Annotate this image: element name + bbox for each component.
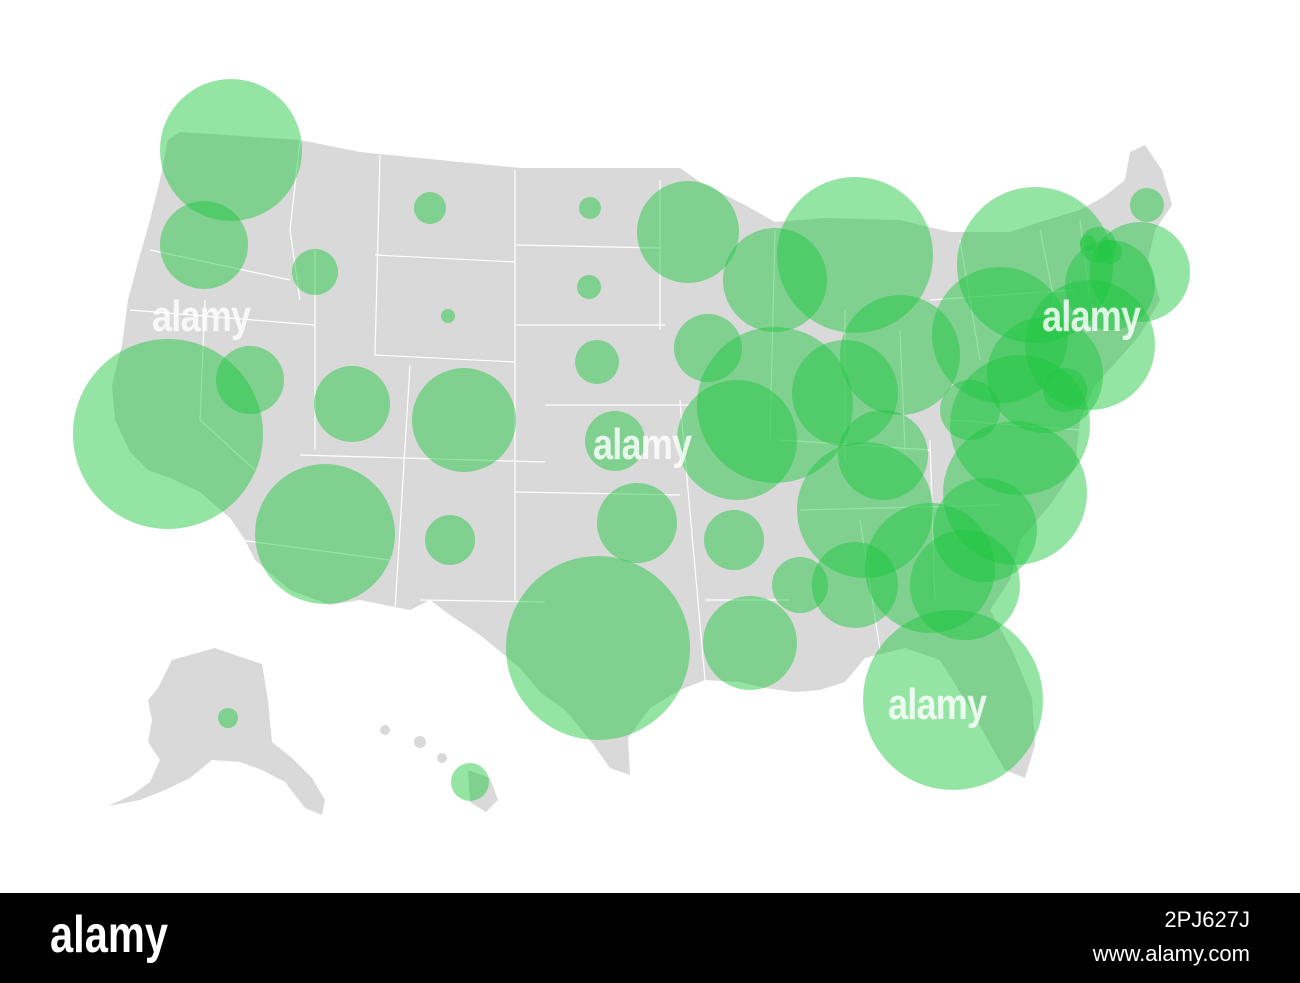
map-area: alamy alamy alamy alamy bbox=[73, 79, 1190, 815]
alaska-landmass bbox=[108, 648, 325, 815]
hawaii-island-1 bbox=[380, 725, 390, 735]
bubble-north-dakota bbox=[579, 197, 601, 219]
image-id-label: 2PJ627J bbox=[1164, 907, 1250, 932]
bubble-wyoming bbox=[441, 309, 455, 323]
bubble-south-carolina bbox=[933, 478, 1037, 582]
bubble-new-york bbox=[957, 187, 1113, 343]
bubble-connecticut bbox=[1065, 240, 1155, 330]
bubble-florida bbox=[863, 610, 1043, 790]
hawaii-island-2 bbox=[414, 736, 426, 748]
bubble-south-dakota bbox=[577, 275, 601, 299]
bubble-vermont bbox=[1080, 235, 1096, 251]
bubble-ohio bbox=[840, 295, 960, 415]
bubble-kansas bbox=[585, 411, 645, 471]
state-bubbles bbox=[73, 79, 1190, 801]
bubble-oregon bbox=[160, 201, 248, 289]
bubble-maine bbox=[1130, 188, 1164, 222]
bubble-hawaii bbox=[451, 763, 489, 801]
bubble-illinois bbox=[697, 327, 853, 483]
footer-bar: alamy 2PJ627J www.alamy.com bbox=[0, 893, 1300, 983]
bubble-maryland bbox=[987, 317, 1103, 433]
bubble-north-carolina bbox=[943, 421, 1087, 565]
bubble-pennsylvania bbox=[932, 267, 1068, 403]
footer-logo: alamy bbox=[50, 906, 168, 964]
bubble-west-virginia bbox=[940, 380, 1000, 440]
bubble-nebraska bbox=[575, 340, 619, 384]
bubble-new-jersey bbox=[1025, 280, 1155, 410]
bubble-kentucky bbox=[838, 410, 928, 500]
us-bubble-map bbox=[73, 79, 1190, 815]
bubble-colorado bbox=[412, 368, 516, 472]
bubble-washington bbox=[160, 79, 302, 221]
bubble-georgia bbox=[910, 530, 1020, 640]
bubble-mississippi bbox=[812, 542, 898, 628]
bubble-idaho bbox=[292, 249, 338, 295]
bubble-mississippi-small bbox=[772, 557, 828, 613]
bubble-nevada bbox=[216, 346, 284, 414]
bubble-montana bbox=[414, 192, 446, 224]
bubble-michigan bbox=[777, 177, 933, 333]
bubble-utah bbox=[314, 366, 390, 442]
bubble-iowa bbox=[674, 314, 742, 382]
bubble-virginia bbox=[950, 355, 1090, 495]
bubble-oklahoma bbox=[597, 483, 677, 563]
bubble-massachusetts bbox=[1090, 222, 1190, 322]
bubble-missouri bbox=[677, 380, 797, 500]
bubble-delaware bbox=[1043, 368, 1087, 412]
bubble-alaska bbox=[218, 708, 238, 728]
bubble-tennessee bbox=[797, 442, 933, 578]
bubble-new-hampshire bbox=[1098, 240, 1122, 264]
hawaii-island-big bbox=[468, 770, 498, 812]
bubble-arkansas bbox=[704, 510, 764, 570]
bubble-texas bbox=[506, 556, 690, 740]
bubble-indiana bbox=[792, 340, 898, 446]
bubble-arizona bbox=[255, 464, 395, 604]
state-borders bbox=[129, 139, 1091, 681]
site-url-label: www.alamy.com bbox=[1092, 941, 1250, 966]
bubble-new-mexico bbox=[425, 515, 475, 565]
bubble-rhode-island bbox=[1080, 227, 1116, 263]
bubble-california bbox=[73, 339, 263, 529]
bubble-wisconsin bbox=[723, 228, 827, 332]
bubble-alabama bbox=[865, 503, 995, 633]
bubble-louisiana bbox=[703, 596, 797, 690]
hawaii-island-3 bbox=[437, 753, 447, 763]
bubble-minnesota bbox=[637, 181, 739, 283]
